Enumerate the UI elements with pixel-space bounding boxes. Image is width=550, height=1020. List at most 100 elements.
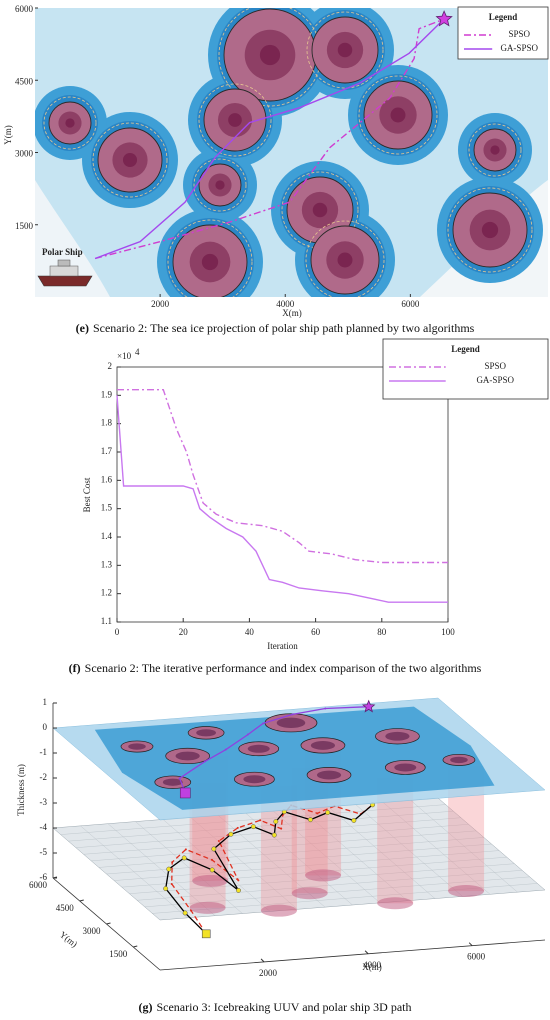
seabed-mesh bbox=[68, 810, 454, 842]
ice-floe-center bbox=[243, 775, 266, 784]
y-tick bbox=[133, 945, 138, 948]
path-vertex bbox=[250, 824, 256, 830]
legend-label: GA-SPSO bbox=[476, 375, 514, 385]
series-line bbox=[94, 18, 445, 260]
z-tick-label: -3 bbox=[40, 797, 48, 807]
path-vertex bbox=[178, 777, 181, 780]
series-line bbox=[117, 389, 448, 564]
ice-floe-peak bbox=[215, 180, 225, 190]
path-vertex bbox=[237, 879, 240, 882]
seabed-mesh bbox=[355, 804, 463, 897]
ice-keel-base bbox=[377, 897, 414, 910]
path-vertex bbox=[325, 810, 331, 815]
ice-floe-halo bbox=[167, 219, 253, 297]
legend-label: GA-SPSO bbox=[500, 43, 538, 53]
y-tick-label: 1.1 bbox=[101, 616, 112, 626]
x-tick-label: 2000 bbox=[259, 968, 278, 978]
x-axis-label: Iteration bbox=[267, 641, 298, 651]
seabed-mesh bbox=[98, 837, 484, 868]
path-vertex bbox=[351, 818, 357, 823]
caption-label: (e) bbox=[76, 321, 89, 335]
path-vertex bbox=[291, 713, 294, 716]
ice-floe-center bbox=[316, 770, 342, 780]
ship-bridge bbox=[57, 259, 71, 267]
ice-floe-center bbox=[276, 717, 306, 729]
path-vertex bbox=[324, 707, 327, 710]
y-tick-label: 1.3 bbox=[101, 559, 113, 569]
caption-text: Scenario 3: Icebreaking UUV and polar sh… bbox=[156, 1000, 411, 1014]
ice-floe-center bbox=[450, 756, 468, 764]
axis-x bbox=[159, 939, 546, 971]
y-tick-label: 1.4 bbox=[101, 531, 113, 541]
path-vertex bbox=[170, 882, 173, 885]
seabed-mesh bbox=[327, 806, 436, 899]
y-tick-label: 4500 bbox=[15, 76, 34, 86]
z-tick-label: -5 bbox=[40, 847, 48, 857]
path-vertex bbox=[246, 733, 249, 736]
ice-floe-halo bbox=[305, 220, 385, 297]
x-tick-label: 4000 bbox=[363, 960, 382, 970]
y-tick-label: 1500 bbox=[109, 949, 128, 959]
path-vertex bbox=[171, 861, 174, 864]
ice-floe-halo bbox=[43, 96, 97, 150]
ice-keel-base bbox=[448, 885, 485, 898]
x-tick-label: 0 bbox=[115, 627, 120, 637]
y-axis-label: Y(m) bbox=[3, 125, 13, 145]
path-vertex bbox=[308, 817, 313, 823]
y-tick-label: 2 bbox=[108, 361, 113, 371]
x-axis-label: X(m) bbox=[282, 308, 302, 318]
legend-box bbox=[457, 6, 549, 60]
x-axis-label: X(m) bbox=[362, 962, 382, 972]
seabed-mesh bbox=[300, 808, 408, 901]
ice-floe-peak bbox=[390, 107, 406, 123]
z-tick-label: -2 bbox=[40, 772, 48, 782]
y-axis-label: Best Cost bbox=[82, 477, 92, 512]
x-tick-label: 20 bbox=[179, 627, 189, 637]
three-d-panel: 1 0 -1 -2 -3 -4 -5 -6 1500 3000 4500 6000 2000 4000 60… bbox=[16, 697, 546, 978]
ship-hull bbox=[37, 275, 93, 287]
ice-floe-peak bbox=[312, 202, 328, 218]
ice-floe-center bbox=[310, 741, 336, 750]
caption-label: (f) bbox=[69, 661, 81, 675]
path-vertex bbox=[217, 840, 220, 843]
x-tick-label: 100 bbox=[441, 627, 455, 637]
path-vertex bbox=[211, 858, 214, 861]
ice-floe-halo bbox=[447, 187, 533, 273]
series-line bbox=[94, 18, 445, 260]
x-tick bbox=[364, 950, 369, 955]
z-tick-label: 0 bbox=[43, 722, 48, 732]
x-tick-label: 40 bbox=[245, 627, 255, 637]
ice-keel-base bbox=[260, 904, 297, 917]
y-tick-label: 1.8 bbox=[101, 418, 113, 428]
path-vertex bbox=[273, 819, 279, 825]
y-tick-label: 1.2 bbox=[101, 588, 112, 598]
ice-floe-peak bbox=[490, 145, 500, 155]
path-vertex bbox=[236, 887, 241, 893]
y-tick bbox=[52, 876, 58, 879]
legend-label: SPSO bbox=[484, 361, 506, 371]
z-tick-label: -1 bbox=[40, 747, 48, 757]
path-vertex bbox=[236, 826, 239, 829]
path-vertex bbox=[190, 909, 193, 912]
y-multiplier-exp: 4 bbox=[135, 347, 140, 357]
ice-floe-center bbox=[175, 751, 200, 761]
caption-text: Scenario 2: The sea ice projection of po… bbox=[93, 321, 475, 335]
y-tick-label: 1.6 bbox=[101, 474, 113, 484]
uuv-start bbox=[201, 929, 211, 939]
seabed-mesh bbox=[410, 800, 518, 893]
ice-floe-halo bbox=[92, 122, 168, 198]
path-vertex bbox=[211, 846, 217, 852]
legend-title: Legend bbox=[451, 344, 480, 354]
path-vertex bbox=[204, 760, 207, 763]
y-tick-label: 6000 bbox=[29, 880, 48, 890]
z-tick-label: -4 bbox=[40, 822, 48, 832]
caption-f: (f) Scenario 2: The iterative performance… bbox=[69, 661, 482, 675]
ice-keel-base bbox=[189, 901, 226, 914]
path-vertex bbox=[280, 827, 283, 830]
end-star bbox=[435, 10, 453, 27]
map-panel: 2000 4000 6000 1500 3000 4500 6000 X(m) Y(m) Lege… bbox=[3, 4, 549, 318]
ice-floe-halo bbox=[281, 171, 359, 249]
path-vertex bbox=[262, 722, 265, 725]
x-tick bbox=[260, 958, 265, 963]
ice-floe-peak bbox=[201, 253, 219, 271]
